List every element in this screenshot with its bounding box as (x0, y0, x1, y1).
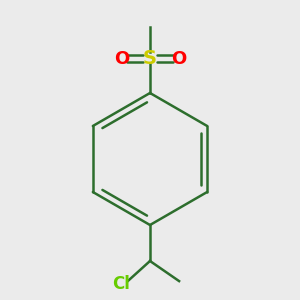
Text: O: O (114, 50, 129, 68)
Text: S: S (143, 49, 157, 68)
Text: O: O (171, 50, 186, 68)
Text: Cl: Cl (112, 275, 130, 293)
